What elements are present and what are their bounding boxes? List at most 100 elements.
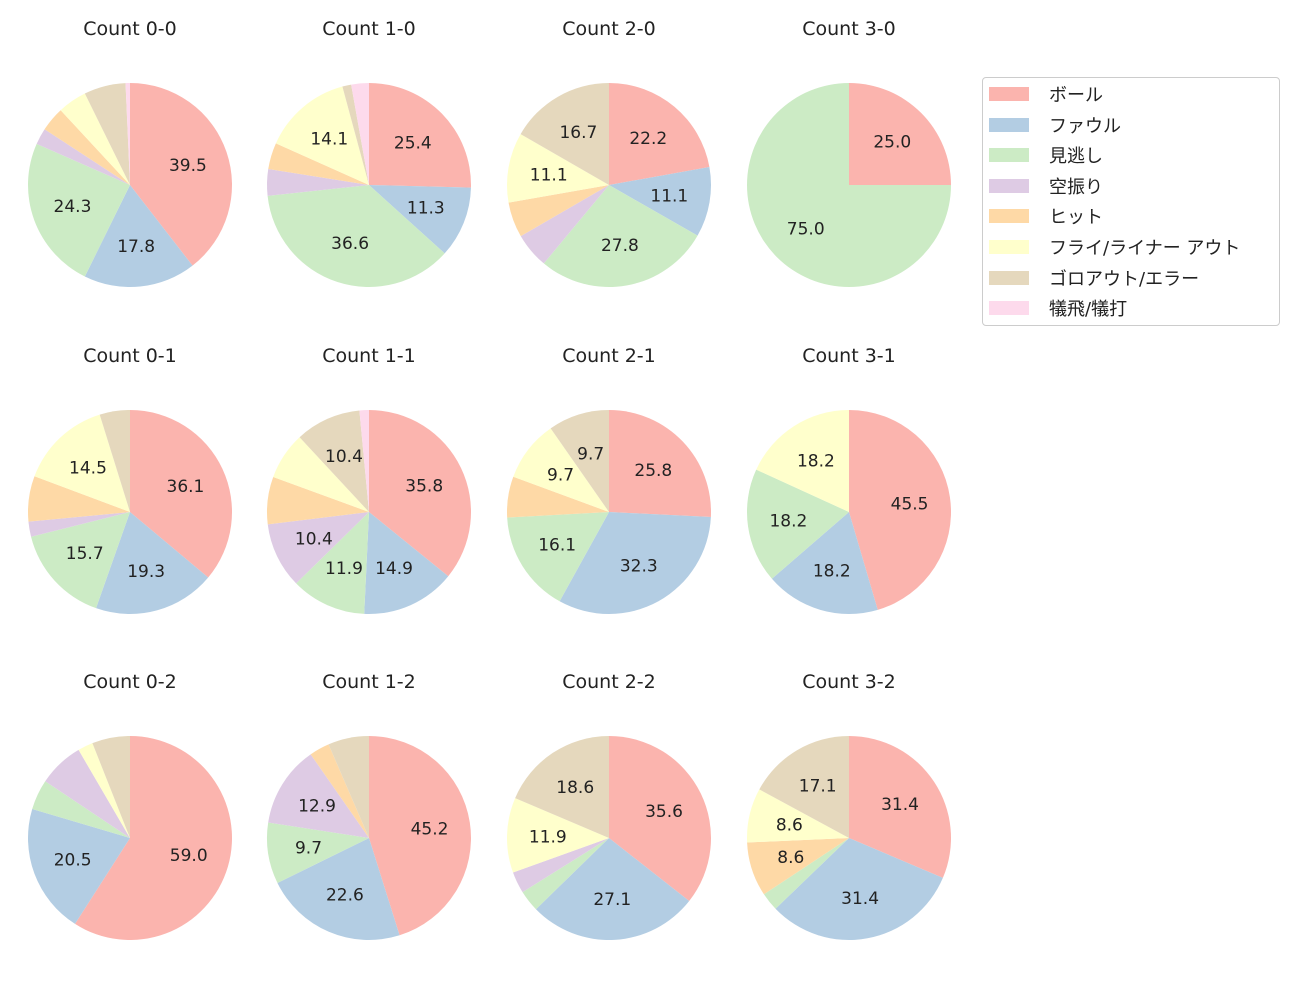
slice-label: 14.5	[69, 459, 107, 479]
pie-slice-3	[543, 185, 698, 288]
slice-label: 25.4	[394, 133, 432, 153]
slice-label: 14.9	[375, 559, 413, 579]
legend-label: 犠飛/犠打	[1049, 299, 1128, 321]
pie-slice-6	[747, 789, 849, 843]
pie-slice-1	[849, 736, 952, 878]
pie-slice-4	[45, 749, 131, 838]
pie-title: Count 3-2	[802, 671, 896, 693]
legend-swatch	[989, 301, 1029, 316]
pie-title: Count 1-0	[322, 18, 416, 40]
slice-label: 27.1	[593, 890, 631, 910]
slice-label: 20.5	[54, 850, 92, 870]
slice-label: 16.1	[538, 536, 576, 556]
pie-slice-4	[267, 512, 369, 584]
pie-slice-1	[609, 83, 710, 185]
slice-label: 75.0	[787, 219, 825, 239]
pie-slice-6	[513, 428, 609, 512]
pie-title: Count 2-1	[562, 345, 656, 367]
pie-slice-3	[747, 83, 951, 287]
pie-slice-2	[96, 512, 209, 614]
legend-item: ゴロアウト/エラー	[989, 266, 1199, 290]
legend-label: フライ/ライナー アウト	[1049, 238, 1241, 259]
legend-label: ボール	[1049, 85, 1103, 106]
pie-slice-1	[369, 410, 471, 577]
slice-label: 17.8	[117, 237, 155, 257]
slice-label: 9.7	[577, 445, 604, 465]
legend-item: 空振り	[989, 174, 1103, 198]
pie-slice-2	[364, 512, 449, 614]
slice-label: 8.6	[777, 848, 804, 868]
slice-label: 9.7	[547, 466, 574, 486]
legend-swatch	[989, 178, 1029, 193]
pie-slice-6	[507, 798, 609, 873]
pie-slice-3	[27, 143, 130, 277]
pie-slice-7	[520, 83, 609, 185]
pie-slice-2	[559, 512, 711, 614]
legend-swatch	[989, 209, 1029, 224]
pie-slice-1	[130, 410, 232, 578]
pie-slice-6	[78, 743, 130, 838]
pie-slice-7	[92, 736, 130, 838]
pie-slice-3	[747, 469, 849, 579]
pie-slice-2	[771, 512, 878, 615]
pie-slice-4	[268, 754, 369, 838]
slice-label: 35.8	[405, 477, 443, 497]
pie-slice-5	[747, 838, 849, 895]
slice-label: 11.3	[407, 199, 445, 219]
pie-slice-8	[359, 410, 369, 512]
pie-slice-5	[507, 476, 609, 518]
legend-item: フライ/ライナー アウト	[989, 235, 1240, 259]
pie-slice-4	[36, 129, 130, 185]
pie-slice-5	[268, 143, 369, 185]
legend-label: ファウル	[1049, 115, 1121, 137]
pie-title: Count 3-0	[802, 18, 896, 40]
pie-title: Count 0-0	[83, 18, 177, 40]
pie-title: Count 2-0	[562, 18, 656, 40]
pie-slice-5	[508, 185, 609, 237]
pie-slice-1	[75, 736, 232, 940]
pie-title: Count 0-2	[83, 671, 177, 693]
pie-slice-1	[609, 736, 712, 902]
slice-label: 35.6	[645, 802, 683, 822]
slice-label: 18.2	[813, 562, 851, 582]
pie-slice-4	[520, 185, 609, 264]
slice-label: 32.3	[620, 556, 658, 576]
slice-label: 24.3	[54, 197, 92, 217]
pie-slice-8	[125, 83, 130, 185]
pie-slice-5	[310, 744, 369, 838]
pie-slice-7	[550, 410, 609, 512]
slice-label: 27.8	[601, 236, 639, 256]
pie-slice-3	[763, 838, 849, 909]
slice-label: 18.2	[797, 452, 835, 472]
pie-slice-1	[849, 83, 951, 185]
pie-slice-7	[759, 736, 849, 838]
slice-label: 39.5	[169, 156, 207, 176]
legend-swatch	[989, 148, 1029, 163]
pie-slice-2	[84, 185, 193, 287]
legend-label: 空振り	[1049, 176, 1103, 198]
slice-label: 31.4	[841, 889, 879, 909]
slice-label: 8.6	[776, 815, 803, 835]
slice-label: 22.6	[326, 885, 364, 905]
pie-slice-1	[369, 736, 472, 936]
legend-item: ボール	[989, 82, 1103, 106]
pie-slice-2	[535, 838, 690, 941]
slice-label: 45.2	[411, 820, 449, 840]
slice-label: 11.9	[325, 559, 363, 579]
pie-slice-6	[60, 93, 130, 185]
pie-slice-2	[277, 838, 400, 940]
pie-slice-5	[28, 476, 130, 522]
legend-item: ヒット	[989, 204, 1103, 228]
slice-label: 25.0	[873, 133, 911, 153]
pie-slice-6	[507, 134, 609, 203]
legend-label: 見逃し	[1049, 146, 1103, 168]
pie-slice-3	[267, 185, 445, 287]
legend: ボールファウル見逃し空振りヒットフライ/ライナー アウトゴロアウト/エラー犠飛/…	[982, 77, 1280, 326]
pie-slice-1	[369, 83, 471, 188]
pie-slice-8	[351, 83, 369, 185]
pie-slice-7	[84, 83, 130, 185]
pie-slice-3	[267, 822, 369, 883]
pie-slice-2	[609, 167, 711, 236]
pie-slice-4	[267, 169, 369, 196]
pie-slice-6	[756, 410, 849, 512]
